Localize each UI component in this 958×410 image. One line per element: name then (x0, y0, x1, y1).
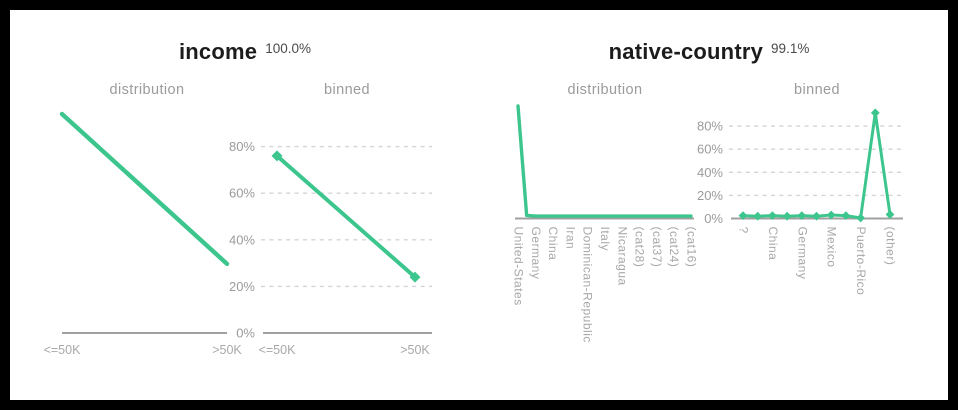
marker-diamond (753, 211, 763, 221)
x-tick-label: Puerto-Rico (854, 227, 868, 296)
marker-diamond (768, 211, 777, 221)
chart-header-native-country-binned: binned (794, 82, 840, 98)
x-tick-label: Iran (563, 227, 577, 250)
x-tick-label: (cat28) (633, 227, 647, 268)
y-tick-label: 80% (229, 139, 255, 154)
series-line (275, 153, 417, 280)
y-tick-label: 0% (704, 211, 723, 226)
x-tick-label: >50K (400, 343, 430, 357)
x-tick-label: China (546, 227, 560, 261)
y-tick-label: 80% (697, 119, 723, 134)
x-tick-label: Mexico (825, 227, 839, 268)
x-tick-label: Germany (529, 227, 543, 280)
y-tick-label: 40% (229, 232, 255, 247)
x-tick-label: United-States (512, 227, 526, 306)
series-line (59, 111, 230, 267)
marker-diamond (812, 211, 821, 221)
y-tick-label: 40% (697, 165, 723, 180)
x-tick-label: Germany (795, 227, 809, 280)
marker-diamond (826, 210, 836, 220)
series-line (516, 104, 693, 218)
x-tick-label: <=50K (44, 343, 82, 357)
marker-diamond (409, 271, 421, 283)
x-tick-label: Dominican-Republic (581, 227, 595, 343)
x-tick-label: (cat24) (667, 227, 681, 268)
x-tick-label: Nicaragua (615, 227, 629, 286)
marker-diamond (856, 213, 865, 223)
marker-diamond (782, 211, 792, 221)
y-tick-label: 20% (697, 188, 723, 203)
y-tick-label: 60% (229, 186, 255, 201)
chart-header-income-binned: binned (324, 82, 370, 98)
x-tick-label: >50K (212, 343, 242, 357)
marker-diamond (271, 150, 283, 162)
y-tick-label: 60% (697, 142, 723, 157)
y-tick-label: 20% (229, 279, 255, 294)
x-tick-label: (cat16) (685, 227, 699, 268)
x-tick-label: ? (737, 227, 751, 234)
chart-header-native-country-distribution: distribution (567, 82, 643, 98)
series-line (741, 111, 892, 220)
y-tick-label: 0% (236, 326, 255, 341)
marker-diamond (797, 211, 807, 221)
x-tick-label: China (766, 227, 780, 261)
x-tick-label: Italy (598, 227, 612, 252)
x-tick-label: (other) (884, 227, 898, 266)
x-tick-label: <=50K (259, 343, 297, 357)
profile-panel (10, 10, 948, 400)
marker-diamond (841, 211, 851, 221)
marker-diamond (885, 210, 895, 219)
marker-diamond (738, 211, 748, 221)
chart-header-income-distribution: distribution (109, 82, 185, 98)
marker-diamond (870, 108, 880, 118)
x-tick-label: (cat37) (650, 227, 664, 268)
